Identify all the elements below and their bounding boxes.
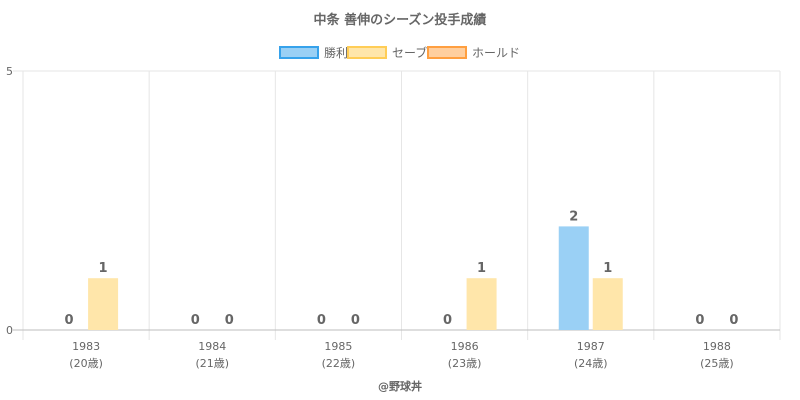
x-tick-label-age-5: (25歳) xyxy=(700,357,734,370)
bars xyxy=(88,226,623,330)
credit-text: @野球丼 xyxy=(378,379,422,393)
x-tick-label-year-5: 1988 xyxy=(703,340,731,353)
legend-swatch-0[interactable] xyxy=(279,46,319,59)
y-tick-label-1: 5 xyxy=(6,65,13,78)
x-axis: 1983 (20歳) 1984 (21歳) 1985 (22歳) 1986 (23歳) 1987… xyxy=(69,340,733,370)
bar-1983-1[interactable] xyxy=(88,278,119,330)
y-axis: 05 xyxy=(6,65,13,337)
value-label-1986-1: 1 xyxy=(477,261,486,276)
x-tick-label-year-3: 1986 xyxy=(451,340,479,353)
value-label-1987-0: 2 xyxy=(569,209,578,224)
x-tick-label-year-0: 1983 xyxy=(72,340,100,353)
y-tick-label-0: 0 xyxy=(6,324,13,337)
value-label-1983-1: 1 xyxy=(99,261,108,276)
x-tick-label-year-4: 1987 xyxy=(577,340,605,353)
value-label-1985-0: 0 xyxy=(317,313,326,328)
value-label-1984-0: 0 xyxy=(191,313,200,328)
legend-label-2[interactable]: ホールド xyxy=(472,46,520,60)
bar-1987-1[interactable] xyxy=(592,278,623,330)
chart-title: 中条 善伸のシーズン投手成績 xyxy=(314,12,487,28)
legend-swatch-2[interactable] xyxy=(427,46,467,59)
legend-label-1[interactable]: セーブ xyxy=(392,45,427,60)
x-tick-label-age-0: (20歳) xyxy=(69,357,103,370)
x-tick-label-age-2: (22歳) xyxy=(322,357,356,370)
value-label-1984-1: 0 xyxy=(225,313,234,328)
value-labels: 0 1 0 0 0 0 0 1 2 1 0 0 xyxy=(65,209,739,328)
value-label-1986-0: 0 xyxy=(443,313,452,328)
x-tick-label-year-1: 1984 xyxy=(198,340,226,353)
value-label-1988-1: 0 xyxy=(729,313,738,328)
grid xyxy=(13,70,781,340)
legend: 勝利 セーブ ホールド xyxy=(279,45,520,60)
x-tick-label-year-2: 1985 xyxy=(324,340,352,353)
legend-swatch-1[interactable] xyxy=(347,46,387,59)
value-label-1988-0: 0 xyxy=(695,313,704,328)
value-label-1983-0: 0 xyxy=(65,313,74,328)
x-tick-label-age-3: (23歳) xyxy=(448,357,482,370)
x-tick-label-age-4: (24歳) xyxy=(574,357,608,370)
legend-label-0[interactable]: 勝利 xyxy=(324,45,348,60)
bar-1986-1[interactable] xyxy=(466,278,497,330)
value-label-1985-1: 0 xyxy=(351,313,360,328)
bar-1987-0[interactable] xyxy=(558,226,589,330)
x-tick-label-age-1: (21歳) xyxy=(195,357,229,370)
value-label-1987-1: 1 xyxy=(603,261,612,276)
